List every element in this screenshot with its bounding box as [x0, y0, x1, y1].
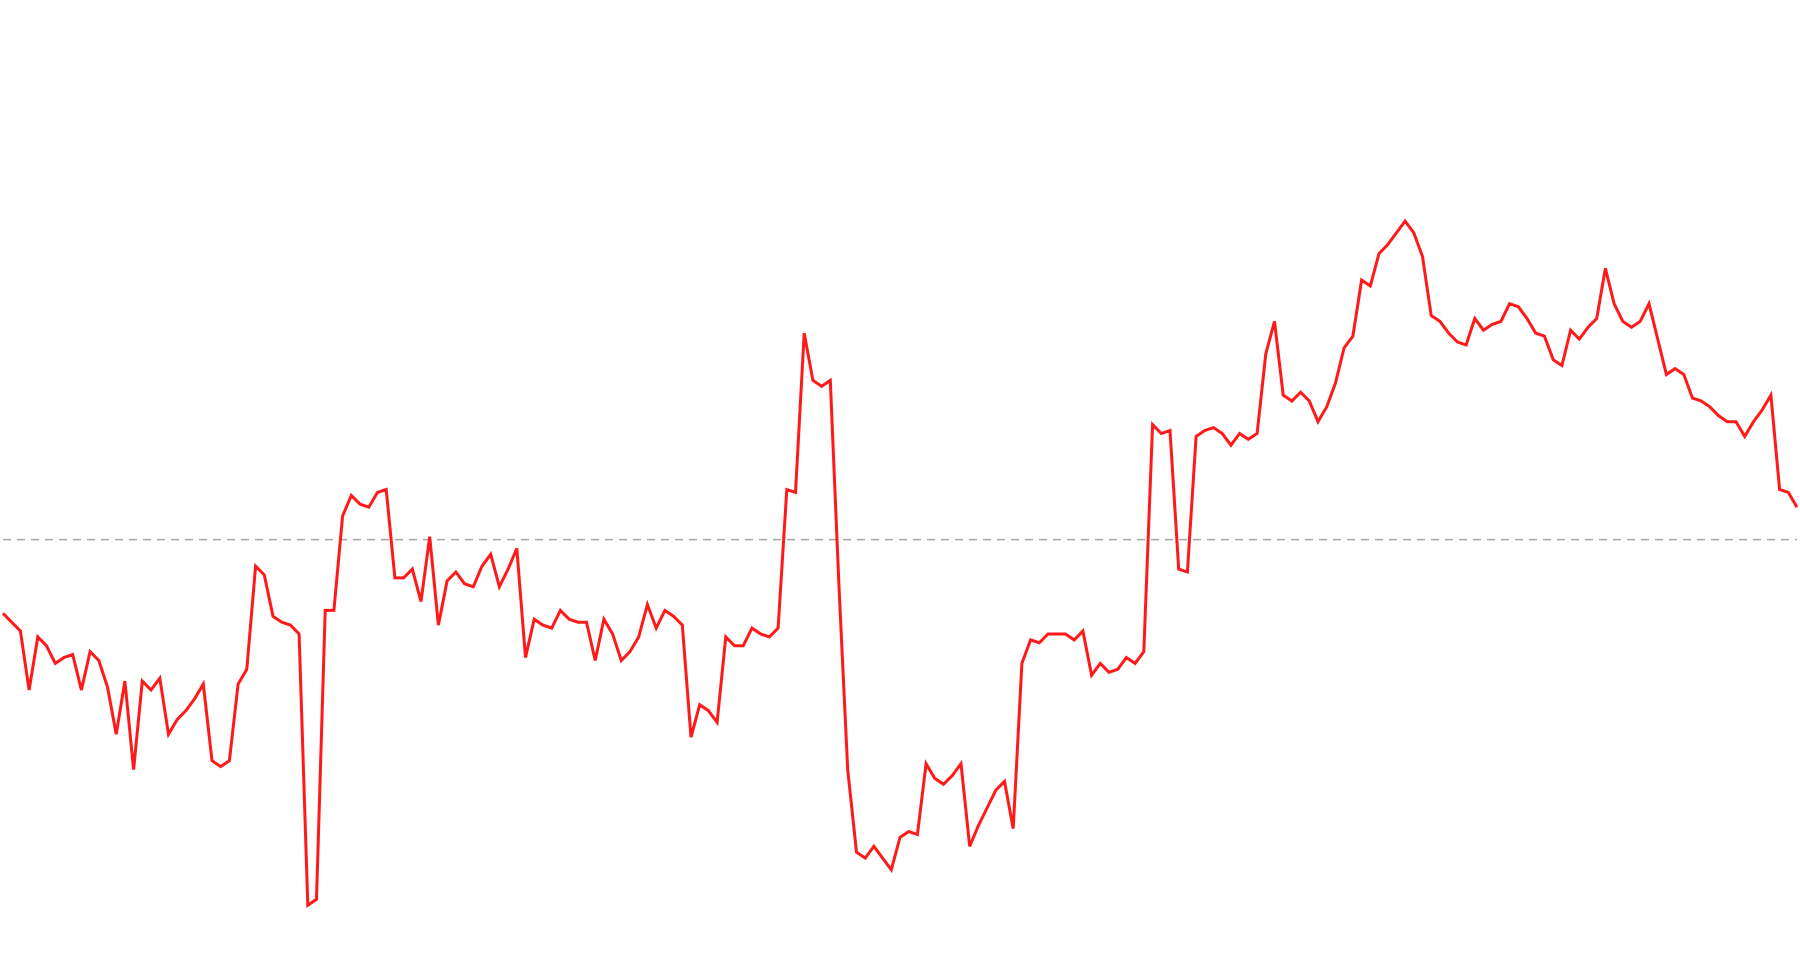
series-line [1, 218, 1799, 908]
